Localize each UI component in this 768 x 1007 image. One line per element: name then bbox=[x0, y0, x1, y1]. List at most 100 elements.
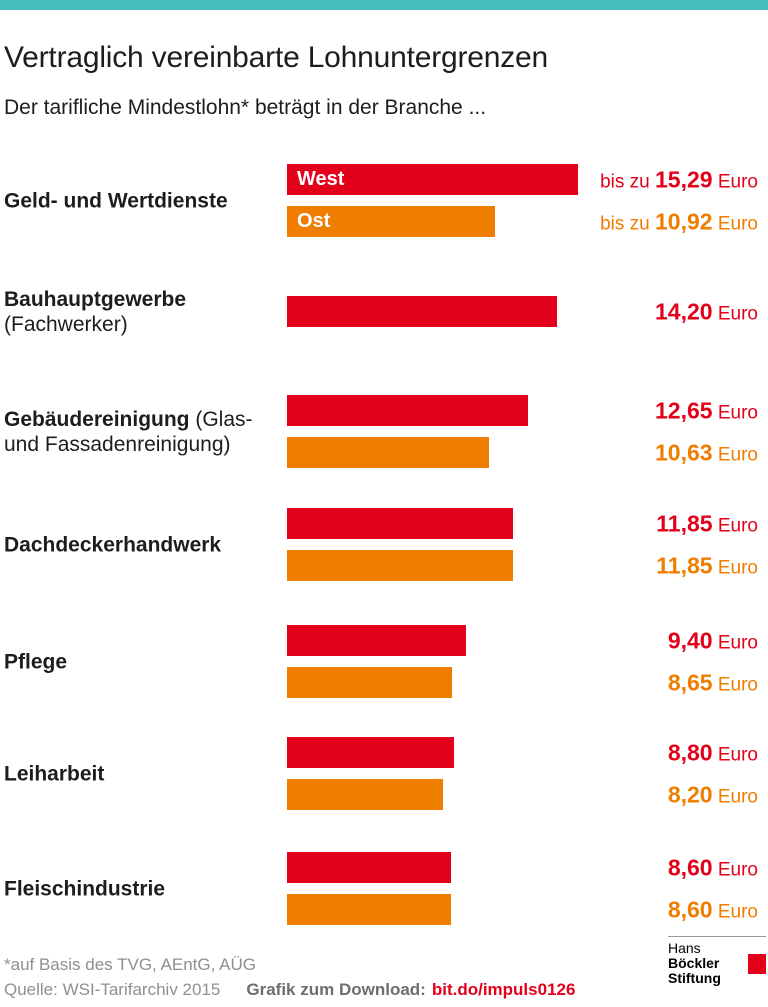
bar-group: 8,80 Euro 8,20 Euro bbox=[287, 737, 768, 810]
bar-line: 8,60 Euro bbox=[287, 894, 768, 925]
value-unit: Euro bbox=[712, 859, 758, 880]
value-label-ost: 11,85 Euro bbox=[656, 552, 758, 579]
category-label-segment: Gebäudereinigung bbox=[4, 407, 190, 431]
chart-row: Bauhauptgewerbe (Fachwerker) 14,20 Euro bbox=[0, 288, 768, 336]
category-label-segment: Geld- und Wertdienste bbox=[4, 189, 228, 212]
logo-red-square-icon bbox=[747, 953, 766, 974]
bar-chart: Geld- und Wertdienste West bis zu 15,29 Eu… bbox=[0, 164, 768, 925]
footnote: *auf Basis des TVG, AEntG, AÜG bbox=[4, 955, 256, 974]
series-label: West bbox=[297, 168, 345, 190]
chart-row: Pflege 9,40 Euro 8,65 Euro bbox=[0, 625, 768, 698]
value-label-west: 9,40 Euro bbox=[668, 627, 758, 654]
value-label-ost: 8,65 Euro bbox=[668, 669, 758, 696]
bar-west bbox=[287, 296, 557, 327]
bar-line: Ost bis zu 10,92 Euro bbox=[287, 206, 768, 237]
category-label-segment: Pflege bbox=[4, 650, 68, 673]
value-unit: Euro bbox=[712, 515, 758, 536]
logo-text: Hans Böckler Stiftung bbox=[668, 941, 748, 986]
bar-line: 8,60 Euro bbox=[287, 852, 768, 883]
value-unit: Euro bbox=[712, 786, 758, 807]
bar-line: 8,65 Euro bbox=[287, 667, 768, 698]
bar-west: West bbox=[287, 164, 578, 195]
value-unit: Euro bbox=[712, 744, 758, 765]
category-label: Gebäudereinigung (Glas-und Fassadenreini… bbox=[0, 407, 287, 457]
category-label: Dachdeckerhandwerk bbox=[0, 532, 287, 557]
category-label-line: Gebäudereinigung (Glas- bbox=[4, 407, 287, 432]
bar-ost bbox=[287, 437, 489, 468]
chart-row: Fleischindustrie 8,60 Euro 8,60 Euro bbox=[0, 852, 768, 925]
category-label-line: Dachdeckerhandwerk bbox=[4, 532, 287, 557]
value-label-ost: 8,60 Euro bbox=[668, 896, 758, 923]
category-label: Leiharbeit bbox=[0, 761, 287, 786]
bar-line: 10,63 Euro bbox=[287, 437, 768, 468]
category-label-line: und Fassadenreinigung) bbox=[4, 432, 287, 457]
chart-row: Gebäudereinigung (Glas-und Fassadenreini… bbox=[0, 395, 768, 468]
value-number: 10,92 bbox=[655, 208, 713, 234]
category-label-segment: und Fassadenreinigung) bbox=[4, 432, 231, 456]
bar-line: 12,65 Euro bbox=[287, 395, 768, 426]
source-line: Quelle: WSI-Tarifarchiv 2015 Grafik zum D… bbox=[4, 981, 575, 999]
category-label-segment: Dachdeckerhandwerk bbox=[4, 533, 222, 556]
bar-ost bbox=[287, 779, 443, 810]
value-label-west: 14,20 Euro bbox=[655, 298, 758, 325]
page-title: Vertraglich vereinbarte Lohnuntergrenzen bbox=[4, 41, 549, 74]
bar-line: 14,20 Euro bbox=[287, 296, 768, 327]
bar-line: 8,20 Euro bbox=[287, 779, 768, 810]
value-label-west: 8,60 Euro bbox=[668, 854, 758, 881]
value-number: 12,65 bbox=[655, 397, 713, 423]
bar-west bbox=[287, 737, 454, 768]
category-label-segment: (Fachwerker) bbox=[4, 312, 128, 336]
value-unit: Euro bbox=[712, 213, 758, 234]
value-label-ost: 10,63 Euro bbox=[655, 439, 758, 466]
logo-line2: Stiftung bbox=[668, 970, 721, 986]
value-label-ost: 8,20 Euro bbox=[668, 781, 758, 808]
value-number: 8,65 bbox=[667, 669, 713, 695]
bar-line: 9,40 Euro bbox=[287, 625, 768, 656]
value-number: 10,63 bbox=[655, 439, 713, 465]
value-number: 9,40 bbox=[667, 627, 713, 653]
bar-west bbox=[287, 625, 466, 656]
value-number: 11,85 bbox=[656, 552, 713, 578]
source-text: Quelle: WSI-Tarifarchiv 2015 bbox=[4, 980, 221, 999]
page-subtitle: Der tarifliche Mindestlohn* beträgt in d… bbox=[4, 96, 487, 119]
bar-ost bbox=[287, 550, 513, 581]
download-link[interactable]: bit.do/impuls0126 bbox=[431, 980, 576, 999]
value-unit: Euro bbox=[712, 901, 758, 922]
hans-boeckler-stiftung-logo: Hans Böckler Stiftung bbox=[668, 936, 766, 986]
chart-row: Geld- und Wertdienste West bis zu 15,29 Eu… bbox=[0, 164, 768, 237]
category-label-segment: Bauhauptgewerbe bbox=[4, 287, 187, 311]
bar-line: 8,80 Euro bbox=[287, 737, 768, 768]
value-label-west: 11,85 Euro bbox=[656, 510, 758, 537]
bar-west bbox=[287, 395, 528, 426]
bar-group: 11,85 Euro 11,85 Euro bbox=[287, 508, 768, 581]
value-number: 11,85 bbox=[656, 510, 713, 536]
category-label-segment: Fleischindustrie bbox=[4, 877, 166, 900]
value-number: 8,60 bbox=[667, 896, 713, 922]
value-number: 8,60 bbox=[667, 854, 713, 880]
bar-group: 12,65 Euro 10,63 Euro bbox=[287, 395, 768, 468]
value-number: 15,29 bbox=[655, 166, 713, 192]
bar-west bbox=[287, 852, 451, 883]
value-number: 8,80 bbox=[667, 739, 713, 765]
category-label-segment: (Glas- bbox=[189, 407, 253, 431]
bar-ost bbox=[287, 667, 452, 698]
logo-line1: Hans Böckler bbox=[668, 940, 720, 971]
bar-group: 14,20 Euro bbox=[287, 296, 768, 327]
bar-line: 11,85 Euro bbox=[287, 550, 768, 581]
category-label-line: Leiharbeit bbox=[4, 761, 287, 786]
category-label: Fleischindustrie bbox=[0, 876, 287, 901]
bar-line: West bis zu 15,29 Euro bbox=[287, 164, 768, 195]
bar-ost bbox=[287, 894, 451, 925]
category-label-segment: Leiharbeit bbox=[4, 762, 105, 785]
value-unit: Euro bbox=[712, 674, 758, 695]
value-unit: Euro bbox=[712, 171, 758, 192]
bar-group: 8,60 Euro 8,60 Euro bbox=[287, 852, 768, 925]
category-label-line: Geld- und Wertdienste bbox=[4, 188, 287, 213]
value-label-west: bis zu 15,29 Euro bbox=[600, 166, 758, 193]
category-label-line: Bauhauptgewerbe bbox=[4, 287, 287, 312]
value-label-ost: bis zu 10,92 Euro bbox=[600, 208, 758, 235]
category-label-line: (Fachwerker) bbox=[4, 312, 287, 337]
value-prefix: bis zu bbox=[600, 213, 656, 234]
value-label-west: 12,65 Euro bbox=[655, 397, 758, 424]
bar-group: West bis zu 15,29 Euro Ost bis zu 10,92 Eur… bbox=[287, 164, 768, 237]
